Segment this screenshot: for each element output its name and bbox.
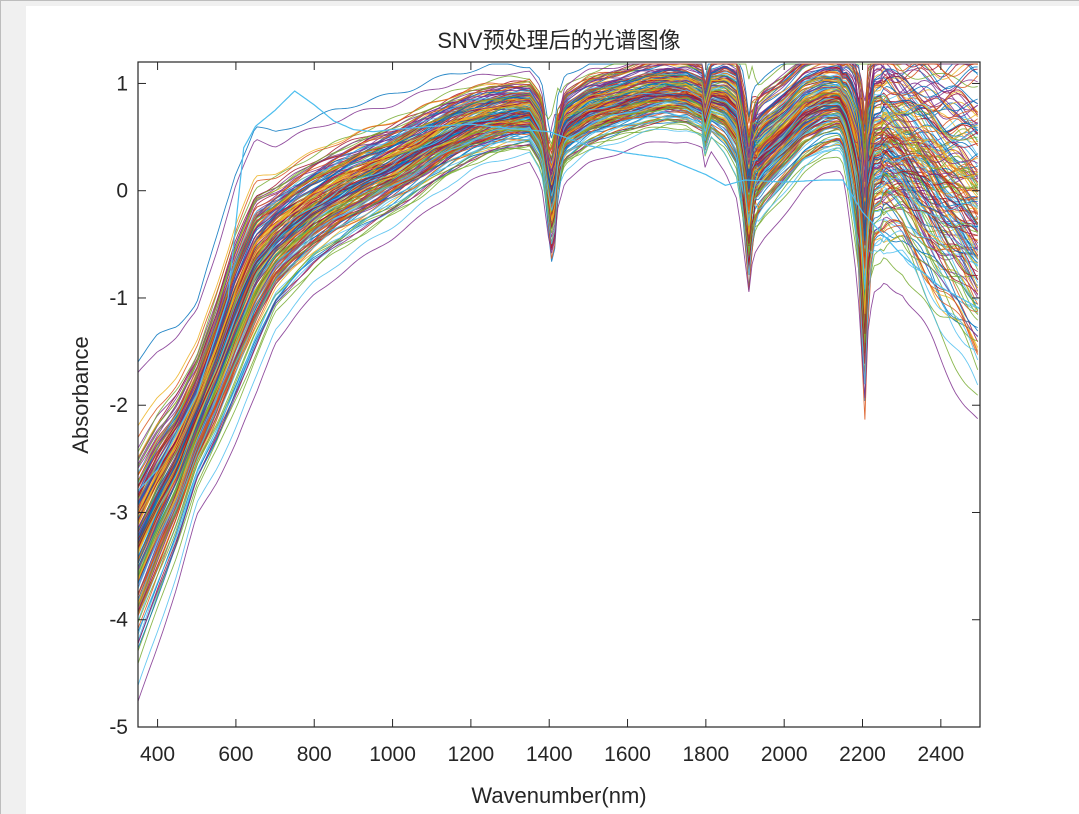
x-tick-label: 2400 — [917, 743, 964, 766]
spectrum-line — [137, 76, 978, 518]
spectra-lines — [137, 63, 981, 702]
spectrum-line — [137, 63, 978, 476]
spectrum-line — [137, 120, 979, 632]
spectrum-line — [137, 101, 978, 590]
y-tick-label: 1 — [116, 72, 128, 95]
chart-title: SNV预处理后的光谱图像 — [437, 28, 680, 53]
x-tick-label: 800 — [297, 743, 332, 766]
y-tick-label: -5 — [109, 716, 128, 739]
spectrum-line — [137, 74, 978, 483]
window-border-left — [0, 0, 1, 814]
x-tick-label: 1000 — [369, 743, 416, 766]
y-tick-label: -1 — [109, 287, 128, 310]
x-axis-label: Wavenumber(nm) — [471, 783, 646, 808]
spectrum-line — [137, 141, 979, 702]
x-tick-label: 2000 — [761, 743, 808, 766]
x-tick-label: 400 — [140, 743, 175, 766]
x-tick-label: 600 — [218, 743, 253, 766]
plot-frame — [137, 61, 981, 728]
y-tick-label: -4 — [109, 609, 128, 632]
spectrum-line — [137, 118, 978, 624]
x-tick-label: 1600 — [604, 743, 651, 766]
spectrum-line — [137, 117, 979, 601]
x-tick-label: 1800 — [683, 743, 730, 766]
x-tick-label: 2200 — [839, 743, 886, 766]
axis-ticks: 400 600 800 1000 1200 1400 1600 1800 2000 2200 240… — [109, 62, 980, 766]
outlier-spectrum-line — [137, 90, 981, 492]
x-tick-label: 1400 — [526, 743, 573, 766]
y-tick-label: -2 — [109, 394, 128, 417]
window-border-top — [0, 0, 1079, 1]
y-axis-label: Absorbance — [68, 336, 93, 453]
x-tick-label: 1200 — [448, 743, 495, 766]
spectrum-line — [137, 82, 979, 533]
spectrum-line — [137, 74, 979, 506]
y-tick-label: 0 — [116, 180, 128, 203]
y-tick-label: -3 — [109, 501, 128, 524]
